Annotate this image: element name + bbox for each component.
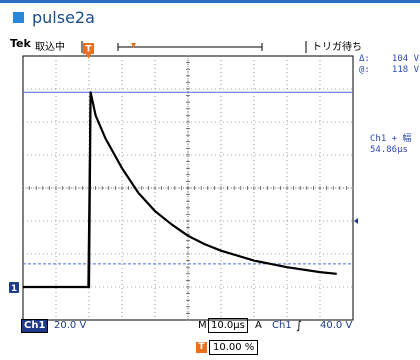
waveform-point xyxy=(104,137,107,140)
graticule xyxy=(22,55,354,321)
waveform-rising-edge xyxy=(87,92,91,288)
cursor-delta-value: 104 V xyxy=(391,54,419,64)
waveform-line xyxy=(23,91,337,289)
waveform-point xyxy=(137,192,140,194)
trigger-time-pointer xyxy=(86,54,91,59)
scope-bottom-status: Ch1 20.0 V M 10.0μs A Ch1 ∫ 40.0 V xyxy=(0,318,420,336)
scope-markers: T1 xyxy=(9,43,358,294)
waveform-point xyxy=(90,91,92,93)
waveform-point xyxy=(220,250,222,252)
measurement-value: 54.86μs xyxy=(370,145,408,155)
waveform-point xyxy=(253,260,255,262)
trigger-level[interactable]: 40.0 V xyxy=(320,320,353,331)
trigger-position-icon: T xyxy=(196,342,207,353)
brand-label: Tek xyxy=(10,37,31,50)
waveform-point xyxy=(335,273,338,275)
timebase-mode: M xyxy=(198,320,207,331)
figure-title-bar: pulse2a xyxy=(0,0,420,30)
trigger-status: トリガ待ち xyxy=(312,42,362,53)
record-trigger-pointer xyxy=(131,43,136,48)
channel-scale[interactable]: 20.0 V xyxy=(54,320,87,331)
figure-title: pulse2a xyxy=(32,8,95,27)
trigger-mode: A xyxy=(255,320,262,331)
record-length-bar xyxy=(81,41,307,53)
waveform-point xyxy=(170,223,173,225)
cursor-at-label: @: xyxy=(359,65,370,75)
waveform-point xyxy=(203,243,206,245)
trigger-edge-icon[interactable]: ∫ xyxy=(296,319,302,332)
title-accent-line xyxy=(0,0,420,3)
channel-badge[interactable]: Ch1 xyxy=(21,319,49,333)
channel-ground-marker xyxy=(9,282,19,293)
trigger-time-marker xyxy=(83,43,94,54)
title-square-icon xyxy=(13,12,24,23)
channel-ground-marker-label: 1 xyxy=(11,284,17,294)
trigger-position-value[interactable]: 10.00 % xyxy=(209,340,259,355)
trigger-time-marker-label: T xyxy=(85,45,92,55)
cursor-at-value: 118 V xyxy=(391,65,419,75)
waveform-point xyxy=(319,271,321,273)
waveform-point xyxy=(121,167,123,169)
cursor-delta-label: Δ: xyxy=(359,54,370,64)
waveform-point xyxy=(88,286,90,288)
waveform-point xyxy=(187,235,189,237)
acquisition-status: 取込中 xyxy=(35,42,65,53)
scope-status-row: Tek 取込中 トリガ待ち xyxy=(0,36,420,54)
cursor-readout: Δ: 104 V @: 118 V xyxy=(359,54,419,76)
waveform-point xyxy=(154,210,156,212)
waveform-point xyxy=(286,266,288,268)
measurement-label: Ch1 + 幅 xyxy=(370,134,412,144)
waveform-point xyxy=(95,114,97,116)
trigger-source[interactable]: Ch1 xyxy=(272,320,292,331)
trigger-level-arrow xyxy=(354,218,358,224)
waveform-point xyxy=(85,286,87,288)
waveform-trace xyxy=(22,91,338,289)
timebase-scale[interactable]: 10.0μs xyxy=(208,318,248,333)
measurement-readout: Ch1 + 幅 54.86μs xyxy=(370,134,412,156)
waveform-point xyxy=(22,286,24,288)
cursor-lines xyxy=(23,91,353,265)
